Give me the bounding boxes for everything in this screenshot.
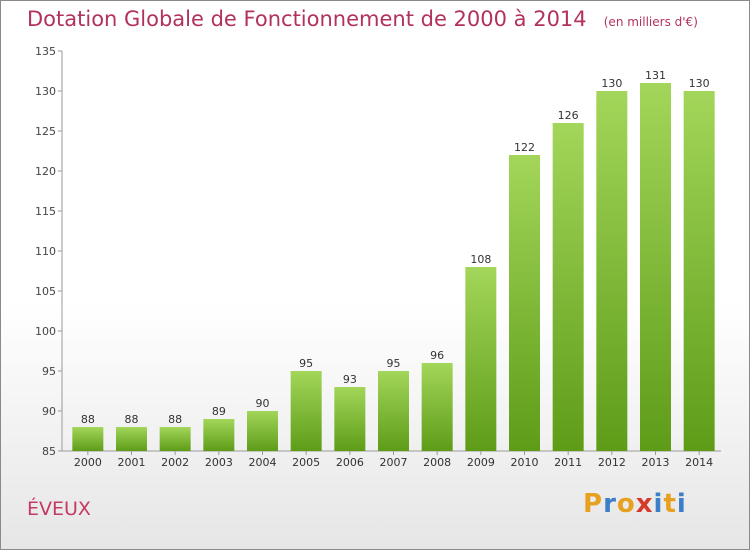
data-label: 130 <box>689 77 710 90</box>
data-label: 130 <box>601 77 622 90</box>
x-tick-label: 2004 <box>249 456 277 469</box>
y-tick-label: 95 <box>42 365 56 378</box>
logo-letter: P <box>583 489 604 519</box>
x-tick-label: 2010 <box>511 456 539 469</box>
y-tick-label: 120 <box>35 165 56 178</box>
bar <box>378 371 409 451</box>
data-label: 122 <box>514 141 535 154</box>
data-label: 95 <box>387 357 401 370</box>
data-label: 90 <box>256 397 270 410</box>
logo-letter: o <box>616 489 636 519</box>
bar <box>334 387 366 451</box>
y-tick-label: 115 <box>35 205 56 218</box>
x-tick-label: 2000 <box>74 456 102 469</box>
bar <box>683 91 715 451</box>
data-label: 126 <box>558 109 579 122</box>
x-tick-label: 2003 <box>205 456 233 469</box>
bar <box>596 91 628 451</box>
data-label: 88 <box>81 413 95 426</box>
bar <box>552 123 584 451</box>
y-tick-label: 90 <box>42 405 56 418</box>
logo-letter: x <box>635 489 654 519</box>
bar <box>290 371 322 451</box>
data-label: 95 <box>299 357 313 370</box>
logo-letter: i <box>653 489 664 519</box>
x-tick-label: 2007 <box>380 456 408 469</box>
bar <box>159 427 191 451</box>
data-label: 88 <box>168 413 182 426</box>
data-label: 108 <box>470 253 491 266</box>
y-tick-label: 105 <box>35 285 56 298</box>
y-tick-label: 100 <box>35 325 56 338</box>
chart-subtitle: (en milliers d'€) <box>603 15 698 29</box>
proxiti-logo: Proxiti <box>583 489 687 519</box>
x-tick-label: 2011 <box>554 456 582 469</box>
bar <box>116 427 147 451</box>
bar <box>640 83 671 451</box>
y-tick-label: 110 <box>35 245 56 258</box>
title-row: Dotation Globale de Fonctionnement de 20… <box>27 7 698 31</box>
logo-letter: i <box>676 489 687 519</box>
place-name: ÉVEUX <box>27 498 91 520</box>
chart-title: Dotation Globale de Fonctionnement de 20… <box>27 7 587 31</box>
data-label: 131 <box>645 69 666 82</box>
data-label: 89 <box>212 405 226 418</box>
x-tick-label: 2001 <box>118 456 146 469</box>
x-tick-label: 2009 <box>467 456 495 469</box>
y-tick-label: 85 <box>42 445 56 458</box>
x-tick-label: 2002 <box>161 456 189 469</box>
bar <box>72 427 104 451</box>
bar <box>203 419 235 451</box>
x-tick-label: 2005 <box>292 456 320 469</box>
logo-letter: r <box>603 489 617 519</box>
bar <box>421 363 453 451</box>
data-label: 93 <box>343 373 357 386</box>
x-tick-label: 2008 <box>423 456 451 469</box>
bar <box>465 267 497 451</box>
x-tick-label: 2012 <box>598 456 626 469</box>
x-tick-label: 2013 <box>642 456 670 469</box>
logo-letter: t <box>663 489 677 519</box>
y-tick-label: 125 <box>35 125 56 138</box>
bar <box>247 411 278 451</box>
y-tick-label: 130 <box>35 85 56 98</box>
bar <box>509 155 540 451</box>
data-label: 88 <box>125 413 139 426</box>
y-tick-label: 135 <box>35 45 56 58</box>
x-tick-label: 2006 <box>336 456 364 469</box>
x-tick-label: 2014 <box>685 456 713 469</box>
data-label: 96 <box>430 349 444 362</box>
